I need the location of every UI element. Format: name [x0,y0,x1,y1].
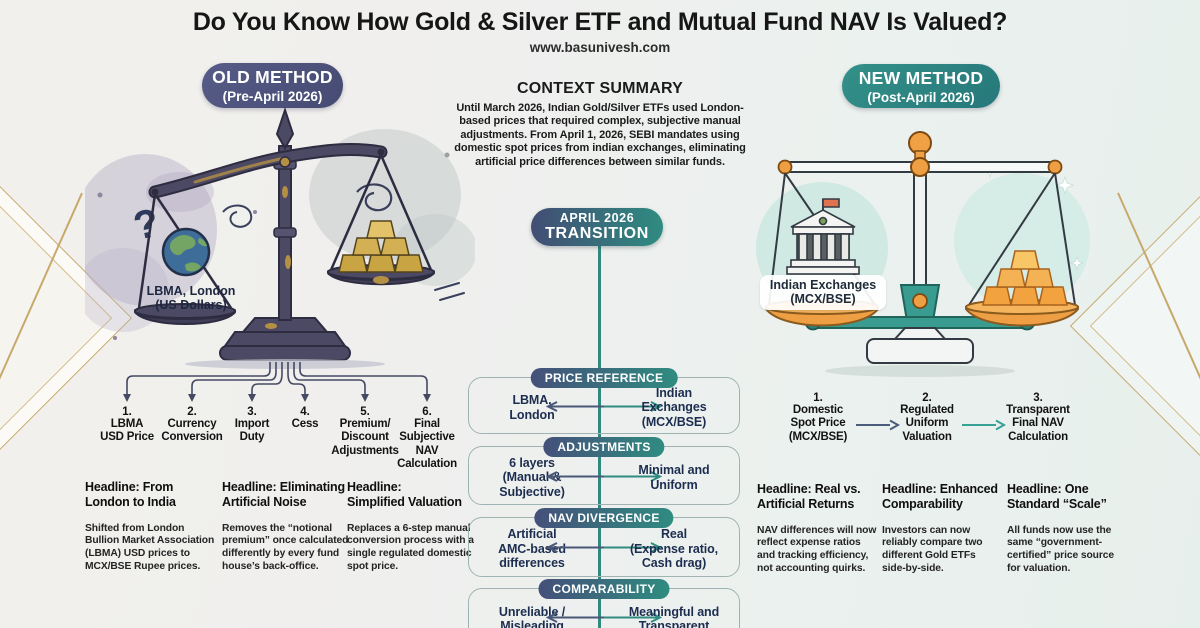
new-method-badge-subtitle: (Post-April 2026) [867,89,975,105]
website-url: www.basunivesh.com [529,40,671,55]
new-headline-1: Headline: Real vs. Artificial Returns NA… [757,482,877,574]
old-headline-1: Headline: From London to India Shifted f… [85,480,215,572]
comparison-card-nav-divergence: NAV DIVERGENCE Artificial AMC-based diff… [468,508,740,577]
new-headline-2: Headline: Enhanced Comparability Investo… [882,482,998,574]
double-arrow-icon [545,470,663,482]
swirl-icon [222,204,253,228]
new-balance-scale-illustration [756,131,1090,377]
old-step-3: 3. Import Duty [234,406,270,444]
old-step-4: 4. Cess [291,406,319,430]
comparison-new-value: Meaningful and Transparent [628,604,720,628]
old-headline-3: Headline: Simplified Valuation Replaces … [347,480,474,572]
old-headline-2: Headline: Eliminating Artificial Noise R… [222,480,349,572]
new-step-2: 2. Regulated Uniform Valuation [900,392,954,443]
april-transition-line1: APRIL 2026 [559,211,635,225]
comparison-row-label: ADJUSTMENTS [543,437,665,457]
old-step-5: 5. Premium/ Discount Adjustments [331,406,399,457]
right-arrow-icon [856,419,900,431]
comparison-card-price-reference: PRICE REFERENCE LBMA, London Indian Exch… [468,368,740,434]
old-method-badge-title: OLD METHOD [212,67,333,87]
new-step-1: 1. Domestic Spot Price (MCX/BSE) [788,392,848,443]
context-summary: CONTEXT SUMMARY Until March 2026, Indian… [452,80,748,169]
comparison-old-value: Unreliable / Misleading [498,604,566,628]
new-pan-label: Indian Exchanges (MCX/BSE) [760,275,886,310]
comparison-row-label: COMPARABILITY [538,579,670,599]
comparison-new-value: Minimal and Uniform [638,463,710,492]
new-method-badge: NEW METHOD (Post-April 2026) [842,64,1000,108]
context-summary-body: Until March 2026, Indian Gold/Silver ETF… [454,102,746,168]
old-balance-scale-illustration: ? [85,106,475,369]
old-step-6: 6. Final Subjective NAV Calculation [397,406,457,470]
comparison-row-label: PRICE REFERENCE [530,368,678,388]
new-step-3: 3. Transparent Final NAV Calculation [1006,392,1070,443]
finial-spike [275,106,295,151]
comparison-row-label: NAV DIVERGENCE [534,508,674,528]
comparison-card-comparability: COMPARABILITY Unreliable / Misleading Me… [468,579,740,628]
double-arrow-icon [545,400,663,412]
comparison-old-value: 6 layers (Manual & Subjective) [499,455,565,499]
context-summary-heading: CONTEXT SUMMARY [517,80,683,97]
old-method-badge: OLD METHOD (Pre-April 2026) [202,63,343,108]
april-transition-badge: APRIL 2026 TRANSITION [531,208,663,246]
gold-bars-icon [982,250,1068,306]
comparison-old-value: Artificial AMC-based differences [498,527,566,571]
old-step-2: 2. Currency Conversion [161,406,223,444]
comparison-card-adjustments: ADJUSTMENTS 6 layers (Manual & Subjectiv… [468,437,740,505]
gold-bars-icon [338,220,424,273]
timeline-divider [598,244,601,628]
comparison-new-value: Real (Expense ratio, Cash drag) [629,527,719,571]
page-title: Do You Know How Gold & Silver ETF and Mu… [192,8,1008,36]
fan-out-arrows-icon [123,362,431,402]
comparison-new-value: Indian Exchanges (MCX/BSE) [641,385,707,429]
swirl-icon [356,183,393,212]
new-headline-3: Headline: One Standard “Scale” All funds… [1007,482,1115,574]
right-arrow-icon [962,419,1006,431]
comparison-old-value: LBMA, London [509,393,555,422]
double-arrow-icon [545,612,663,623]
old-method-badge-subtitle: (Pre-April 2026) [222,89,323,104]
flag-icon [822,198,840,208]
new-method-badge-title: NEW METHOD [858,67,984,88]
old-pan-label: LBMA, London (US Dollars) [146,284,236,313]
april-transition-line2: TRANSITION [545,225,649,242]
double-arrow-icon [545,542,663,553]
old-step-1: 1. LBMA USD Price [100,406,154,444]
gray-blob [309,129,461,261]
bank-icon [786,198,860,275]
